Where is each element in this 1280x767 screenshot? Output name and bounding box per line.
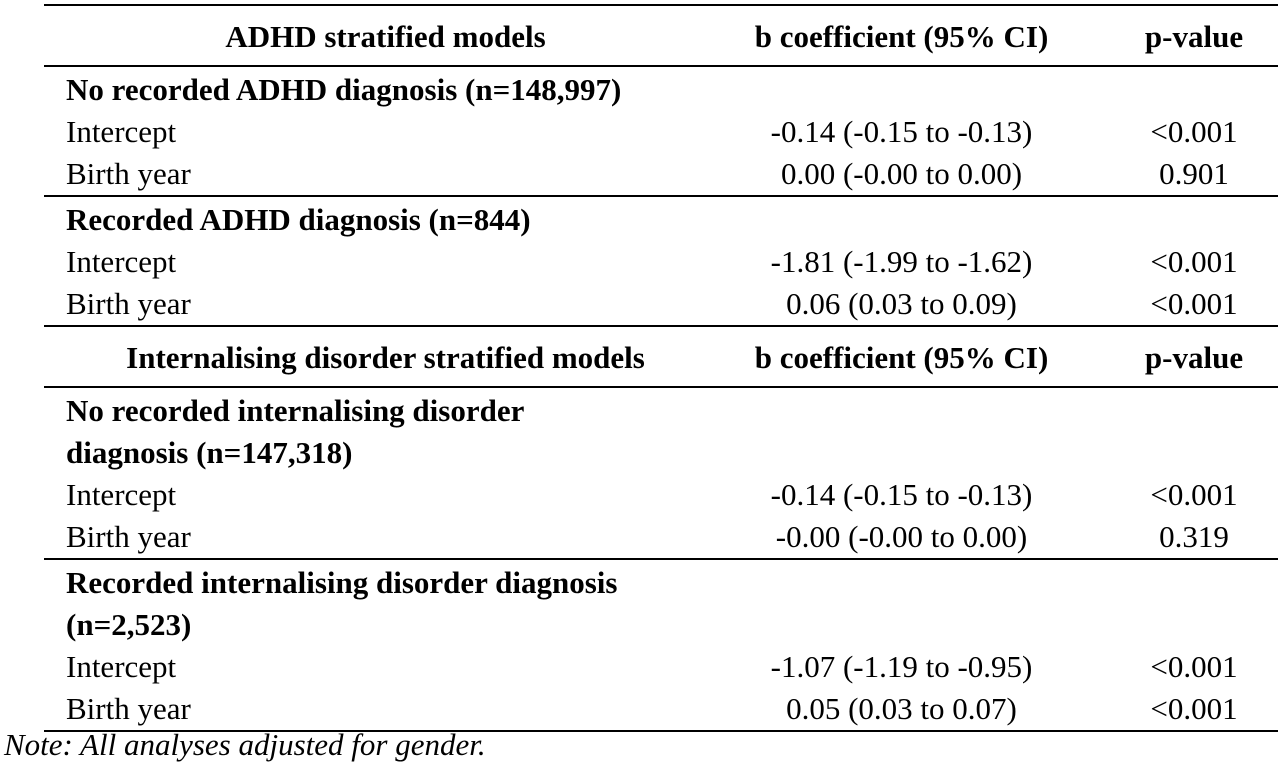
group-title-row: No recorded ADHD diagnosis (n=148,997) xyxy=(44,67,1278,111)
row-p-value: <0.001 xyxy=(1150,649,1238,684)
group-title-row: Recorded ADHD diagnosis (n=844) xyxy=(44,197,1278,241)
group-adhd: Recorded ADHD diagnosis (n=844) Intercep… xyxy=(44,195,1278,325)
row-label: Intercept xyxy=(66,649,177,684)
group-internalising: Recorded internalising disorder diagnosi… xyxy=(44,558,1278,732)
group-title-line-2: diagnosis (n=147,318) xyxy=(66,435,353,470)
row-label: Birth year xyxy=(66,691,191,726)
header-p-value: p-value xyxy=(1144,340,1244,375)
row-coefficient: -0.00 (-0.00 to 0.00) xyxy=(775,519,1028,554)
table-row: Intercept -0.14 (-0.15 to -0.13) <0.001 xyxy=(44,474,1278,516)
results-table: ADHD stratified models b coefficient (95… xyxy=(44,4,1278,732)
row-p-value: <0.001 xyxy=(1150,114,1238,149)
row-p-value: 0.319 xyxy=(1159,519,1229,554)
table-header-internalising: Internalising disorder stratified models… xyxy=(44,325,1278,386)
table-row: Birth year 0.06 (0.03 to 0.09) <0.001 xyxy=(44,283,1278,325)
row-p-value: <0.001 xyxy=(1150,244,1238,279)
row-label: Birth year xyxy=(66,519,191,554)
row-label: Birth year xyxy=(66,156,191,191)
row-coefficient: -1.07 (-1.19 to -0.95) xyxy=(770,649,1033,684)
group-title-row: No recorded internalising disorder diagn… xyxy=(44,388,1278,474)
row-label: Intercept xyxy=(66,477,177,512)
group-no-adhd: No recorded ADHD diagnosis (n=148,997) I… xyxy=(44,65,1278,195)
row-coefficient: -1.81 (-1.99 to -1.62) xyxy=(770,244,1033,279)
row-coefficient: -0.14 (-0.15 to -0.13) xyxy=(770,114,1033,149)
table-note: Note: All analyses adjusted for gender. xyxy=(4,727,486,762)
group-title-line-1: Recorded internalising disorder diagnosi… xyxy=(66,565,618,600)
row-coefficient: 0.06 (0.03 to 0.09) xyxy=(786,286,1017,321)
row-label: Intercept xyxy=(66,244,177,279)
table-row: Intercept -1.81 (-1.99 to -1.62) <0.001 xyxy=(44,241,1278,283)
header-p-value: p-value xyxy=(1144,19,1244,54)
group-title-line-2: (n=2,523) xyxy=(66,607,192,642)
table-row: Intercept -1.07 (-1.19 to -0.95) <0.001 xyxy=(44,646,1278,688)
table-row: Birth year -0.00 (-0.00 to 0.00) 0.319 xyxy=(44,516,1278,558)
group-no-internalising: No recorded internalising disorder diagn… xyxy=(44,386,1278,558)
group-title: Recorded internalising disorder diagnosi… xyxy=(44,562,727,646)
table-header-adhd: ADHD stratified models b coefficient (95… xyxy=(44,4,1278,65)
row-p-value: <0.001 xyxy=(1150,477,1238,512)
group-title-line-1: No recorded internalising disorder xyxy=(66,393,525,428)
group-title: Recorded ADHD diagnosis (n=844) xyxy=(66,202,531,237)
group-title-row: Recorded internalising disorder diagnosi… xyxy=(44,560,1278,646)
table-row: Birth year 0.05 (0.03 to 0.07) <0.001 xyxy=(44,688,1278,730)
row-label: Birth year xyxy=(66,286,191,321)
table-row: Birth year 0.00 (-0.00 to 0.00) 0.901 xyxy=(44,153,1278,195)
row-coefficient: 0.05 (0.03 to 0.07) xyxy=(786,691,1017,726)
group-title: No recorded internalising disorder diagn… xyxy=(44,390,727,474)
header-model-label: Internalising disorder stratified models xyxy=(126,340,645,375)
row-p-value: <0.001 xyxy=(1150,286,1238,321)
row-p-value: <0.001 xyxy=(1150,691,1238,726)
header-model-label: ADHD stratified models xyxy=(225,19,546,54)
table-row: Intercept -0.14 (-0.15 to -0.13) <0.001 xyxy=(44,111,1278,153)
row-coefficient: 0.00 (-0.00 to 0.00) xyxy=(780,156,1023,191)
row-label: Intercept xyxy=(66,114,177,149)
row-coefficient: -0.14 (-0.15 to -0.13) xyxy=(770,477,1033,512)
group-title: No recorded ADHD diagnosis (n=148,997) xyxy=(66,72,622,107)
header-coefficient: b coefficient (95% CI) xyxy=(754,19,1049,54)
header-coefficient: b coefficient (95% CI) xyxy=(754,340,1049,375)
row-p-value: 0.901 xyxy=(1159,156,1229,191)
